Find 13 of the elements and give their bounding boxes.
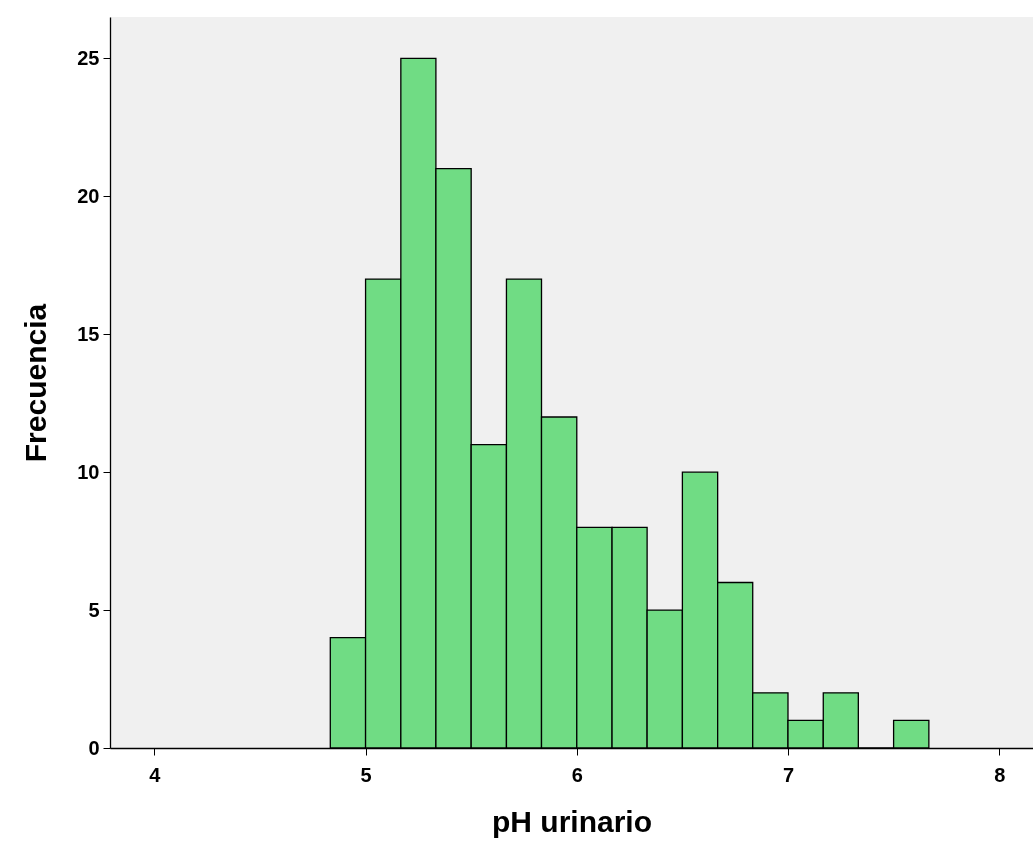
x-tick-label: 5 xyxy=(360,763,372,786)
x-tick-label: 6 xyxy=(571,763,583,786)
x-tick-label: 4 xyxy=(149,763,162,786)
y-axis-title: Frecuencia xyxy=(19,303,53,463)
y-tick-label: 15 xyxy=(77,322,100,345)
y-tick-label: 20 xyxy=(77,184,100,207)
y-tick-label: 10 xyxy=(77,460,100,483)
y-tick-label: 25 xyxy=(77,46,100,69)
x-tick-label: 7 xyxy=(782,763,795,786)
x-tick-label: 8 xyxy=(994,763,1006,786)
y-tick-label: 5 xyxy=(88,598,100,621)
x-axis-title: pH urinario xyxy=(491,804,653,838)
y-tick-label: 0 xyxy=(88,736,100,759)
